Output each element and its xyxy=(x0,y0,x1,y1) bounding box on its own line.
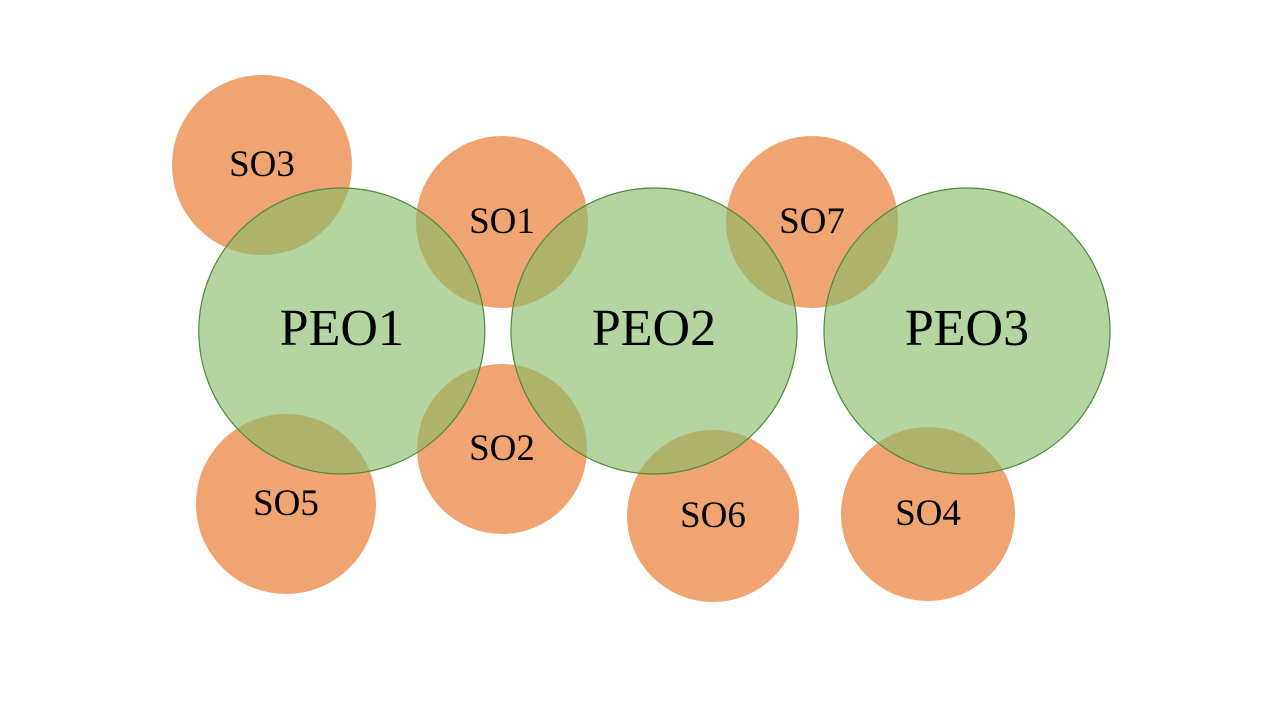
svg-text:SO5: SO5 xyxy=(253,483,319,524)
svg-text:SO1: SO1 xyxy=(469,201,535,242)
svg-text:PEO1: PEO1 xyxy=(280,300,404,357)
svg-text:SO7: SO7 xyxy=(779,201,845,242)
svg-text:PEO3: PEO3 xyxy=(905,300,1029,357)
svg-text:SO6: SO6 xyxy=(680,495,746,536)
svg-text:SO4: SO4 xyxy=(895,493,961,534)
svg-text:PEO2: PEO2 xyxy=(592,300,716,357)
svg-text:SO3: SO3 xyxy=(229,144,295,185)
svg-text:SO2: SO2 xyxy=(469,428,535,469)
